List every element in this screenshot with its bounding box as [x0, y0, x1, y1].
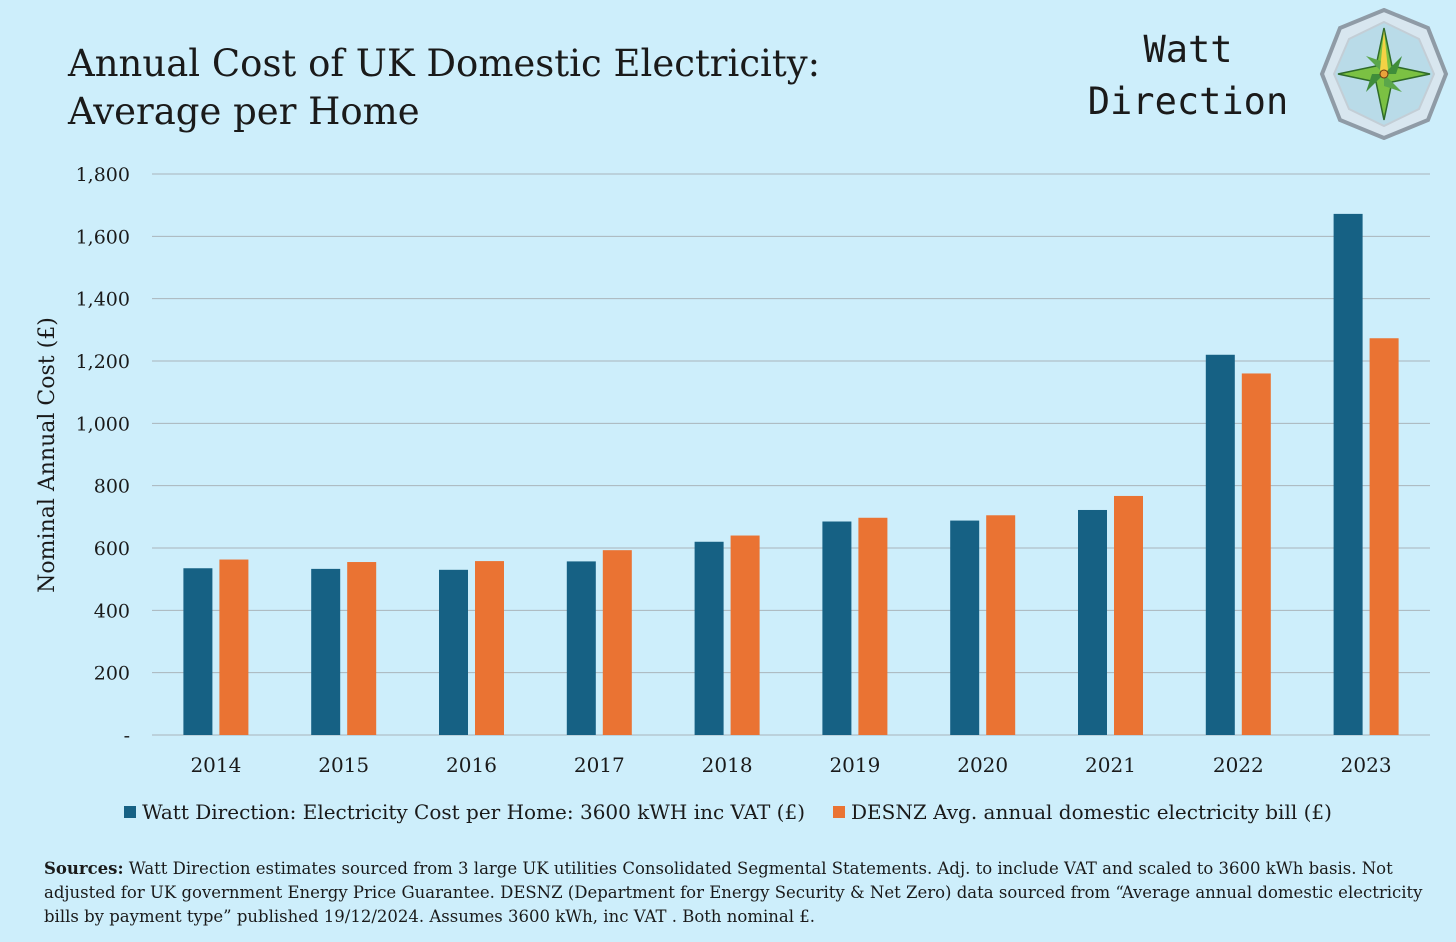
bar-watt-direction-2022 [1205, 354, 1235, 735]
bar-watt-direction-2023 [1333, 213, 1363, 736]
y-tick-label: 1,000 [76, 413, 130, 435]
chart-title-line-1: Annual Cost of UK Domestic Electricity: [68, 42, 821, 85]
chart-title: Annual Cost of UK Domestic Electricity: … [68, 40, 820, 136]
sources-label: Sources: [44, 859, 124, 878]
x-tick-label: 2018 [702, 753, 753, 777]
legend: Watt Direction: Electricity Cost per Hom… [0, 796, 1456, 828]
bar-watt-direction-2018 [694, 541, 724, 735]
bar-desnz-2019 [858, 517, 888, 735]
bar-desnz-2022 [1241, 373, 1271, 735]
y-axis-label: Nominal Annual Cost (£) [35, 317, 60, 593]
bars [183, 213, 1399, 736]
bar-desnz-2023 [1369, 338, 1399, 735]
bar-watt-direction-2020 [950, 520, 980, 735]
bar-watt-direction-2016 [439, 569, 468, 735]
bar-desnz-2016 [475, 561, 504, 735]
y-tick-label: - [124, 725, 130, 747]
x-tick-label: 2020 [957, 753, 1008, 777]
bar-watt-direction-2017 [566, 561, 596, 735]
bar-desnz-2018 [730, 535, 760, 735]
sources-note: Sources: Watt Direction estimates source… [44, 857, 1434, 929]
brand-wordmark: Watt Direction [1066, 24, 1310, 128]
legend-swatch-series-2 [833, 806, 846, 818]
x-tick-label: 2023 [1341, 753, 1392, 777]
x-tick-label: 2015 [318, 753, 369, 777]
bar-watt-direction-2019 [822, 521, 852, 735]
bar-desnz-2020 [986, 515, 1016, 735]
x-tick-label: 2014 [190, 753, 241, 777]
x-tick-label: 2017 [574, 753, 625, 777]
y-tick-label: 600 [94, 538, 130, 560]
brand-line-1: Watt [1143, 28, 1233, 71]
x-tick-label: 2016 [446, 753, 497, 777]
x-axis-tick-labels: 2014 2015 2016 2017 2018 2019 2020 2021 2022 2023 [190, 753, 1391, 777]
bar-desnz-2017 [602, 550, 632, 735]
gridlines [152, 173, 1430, 736]
y-tick-label: 1,800 [76, 164, 130, 186]
y-tick-label: 1,600 [76, 226, 130, 248]
compass-rose-logo [1319, 8, 1449, 140]
y-axis-tick-labels: - 200 400 600 800 1,000 1,200 1,400 1,600 1,800 [76, 164, 130, 747]
y-tick-label: 800 [94, 476, 130, 498]
x-tick-label: 2019 [829, 753, 880, 777]
legend-label-series-1: Watt Direction: Electricity Cost per Hom… [142, 800, 806, 824]
bar-watt-direction-2015 [311, 568, 341, 735]
legend-item-watt-direction: Watt Direction: Electricity Cost per Hom… [124, 800, 805, 824]
x-tick-label: 2021 [1085, 753, 1136, 777]
bar-watt-direction-2014 [183, 568, 213, 735]
legend-label-series-2: DESNZ Avg. annual domestic electricity b… [851, 800, 1332, 824]
chart-title-line-2: Average per Home [68, 90, 420, 133]
bar-watt-direction-2021 [1078, 509, 1107, 735]
brand-line-2: Direction [1087, 80, 1289, 123]
legend-item-desnz: DESNZ Avg. annual domestic electricity b… [833, 800, 1332, 824]
y-tick-label: 400 [94, 600, 130, 622]
y-tick-label: 200 [94, 663, 130, 685]
y-tick-label: 1,200 [76, 351, 130, 373]
sources-text: Watt Direction estimates sourced from 3 … [44, 859, 1423, 926]
y-tick-label: 1,400 [76, 289, 130, 311]
legend-swatch-series-1 [124, 806, 137, 818]
x-tick-label: 2022 [1213, 753, 1264, 777]
bar-desnz-2014 [219, 559, 249, 735]
bar-desnz-2021 [1114, 495, 1143, 735]
bar-desnz-2015 [347, 562, 377, 735]
